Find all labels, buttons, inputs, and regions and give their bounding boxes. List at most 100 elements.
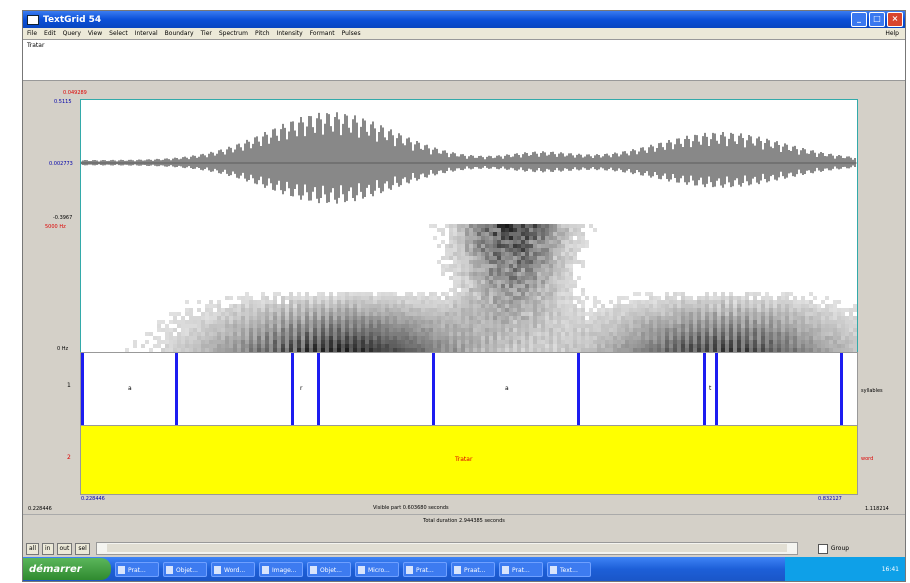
spectrogram-cell <box>197 320 201 324</box>
task-button[interactable]: Text... <box>547 562 591 577</box>
menu-pitch[interactable]: Pitch <box>255 30 270 37</box>
waveform-panel[interactable] <box>80 99 858 226</box>
menu-query[interactable]: Query <box>63 30 81 37</box>
time-right-outside[interactable]: 1.118214 <box>865 506 889 512</box>
boundary[interactable] <box>81 353 84 426</box>
spectrogram-panel[interactable] <box>80 224 858 353</box>
spectrogram-cell <box>197 328 201 332</box>
spectrogram-cell <box>321 300 325 304</box>
zoom-out-button[interactable]: out <box>57 543 73 555</box>
tier-1[interactable]: a r a t <box>80 352 858 427</box>
menu-edit[interactable]: Edit <box>44 30 56 37</box>
spectrogram-cell <box>561 320 565 324</box>
task-button[interactable]: Image... <box>259 562 303 577</box>
spectrogram-cell <box>841 344 845 348</box>
task-button[interactable]: Word... <box>211 562 255 577</box>
menu-view[interactable]: View <box>88 30 102 37</box>
task-button[interactable]: Praat... <box>451 562 495 577</box>
close-button[interactable]: × <box>887 12 903 27</box>
spectrogram-cell <box>477 264 481 268</box>
spectrogram-cell <box>409 340 413 344</box>
interval-text-field[interactable]: Tratar <box>23 39 905 81</box>
boundary[interactable] <box>577 353 580 426</box>
spectrogram-cell <box>621 336 625 340</box>
group-toggle[interactable]: Group <box>818 544 849 554</box>
visible-part[interactable]: Visible part 0.603680 seconds <box>373 505 449 511</box>
menu-spectrum[interactable]: Spectrum <box>219 30 248 37</box>
menu-select[interactable]: Select <box>109 30 128 37</box>
spectrogram-cell <box>597 320 601 324</box>
time-left-outside[interactable]: 0.228446 <box>28 506 52 512</box>
task-button[interactable]: Objet... <box>163 562 207 577</box>
spectrogram-cell <box>485 252 489 256</box>
spectrogram-cell <box>637 324 641 328</box>
spectrogram-cell <box>517 304 521 308</box>
task-button[interactable]: Objet... <box>307 562 351 577</box>
spectrogram-cell <box>701 316 705 320</box>
spectrogram-cell <box>637 332 641 336</box>
task-button[interactable]: Prat... <box>403 562 447 577</box>
tier-2[interactable]: Tratar <box>80 425 858 495</box>
maximize-button[interactable]: □ <box>869 12 885 27</box>
spectrogram-cell <box>705 344 709 348</box>
spectrogram-cell <box>249 320 253 324</box>
spectrogram-cell <box>745 332 749 336</box>
tier-2-text: Tratar <box>455 456 472 463</box>
spectrogram-cell <box>469 240 473 244</box>
zoom-sel-button[interactable]: sel <box>75 543 89 555</box>
group-checkbox[interactable] <box>818 544 828 554</box>
spectrogram-cell <box>529 268 533 272</box>
boundary[interactable] <box>175 353 178 426</box>
menu-tier[interactable]: Tier <box>201 30 212 37</box>
spectrogram-cell <box>425 336 429 340</box>
spectrogram-cell <box>429 344 433 348</box>
start-button[interactable]: démarrer <box>23 558 111 580</box>
spectrogram-cell <box>741 320 745 324</box>
boundary[interactable] <box>317 353 320 426</box>
spectrogram-cell <box>697 328 701 332</box>
menu-interval[interactable]: Interval <box>135 30 158 37</box>
spectrogram-cell <box>785 340 789 344</box>
task-button[interactable]: Prat... <box>115 562 159 577</box>
spectrogram-cell <box>505 268 509 272</box>
boundary[interactable] <box>432 353 435 426</box>
menu-file[interactable]: File <box>27 30 37 37</box>
spectrogram-cell <box>217 340 221 344</box>
spectrogram-cell <box>493 268 497 272</box>
zoom-in-button[interactable]: in <box>42 543 53 555</box>
spectrogram-cell <box>633 332 637 336</box>
menu-pulses[interactable]: Pulses <box>342 30 361 37</box>
time-scrollbar[interactable] <box>96 542 798 555</box>
zoom-all-button[interactable]: all <box>26 543 39 555</box>
spectrogram-cell <box>453 232 457 236</box>
spectrogram-cell <box>213 316 217 320</box>
spectrogram-cell <box>433 300 437 304</box>
spectrogram-cell <box>809 320 813 324</box>
menu-formant[interactable]: Formant <box>310 30 335 37</box>
boundary[interactable] <box>703 353 706 426</box>
spectrogram-cell <box>773 332 777 336</box>
spectrogram-cell <box>553 252 557 256</box>
boundary[interactable] <box>291 353 294 426</box>
minimize-button[interactable]: _ <box>851 12 867 27</box>
spectrogram-cell <box>721 292 725 296</box>
spectrogram-cell <box>417 328 421 332</box>
spectrogram-cell <box>501 336 505 340</box>
spectrogram-cell <box>361 344 365 348</box>
menu-intensity[interactable]: Intensity <box>277 30 303 37</box>
spectrogram-cell <box>233 320 237 324</box>
menu-help[interactable]: Help <box>885 30 899 37</box>
task-button[interactable]: Micro... <box>355 562 399 577</box>
task-button[interactable]: Prat... <box>499 562 543 577</box>
spectrogram-cell <box>493 292 497 296</box>
spectrogram-cell <box>585 296 589 300</box>
spectrogram-cell <box>569 276 573 280</box>
total-duration[interactable]: Total duration 2.944385 seconds <box>23 514 905 528</box>
scroll-thumb[interactable] <box>107 544 787 552</box>
spectrogram-cell <box>801 308 805 312</box>
boundary[interactable] <box>840 353 843 426</box>
spectrogram-cell <box>253 332 257 336</box>
spectrogram-cell <box>569 304 573 308</box>
boundary[interactable] <box>715 353 718 426</box>
menu-boundary[interactable]: Boundary <box>165 30 194 37</box>
